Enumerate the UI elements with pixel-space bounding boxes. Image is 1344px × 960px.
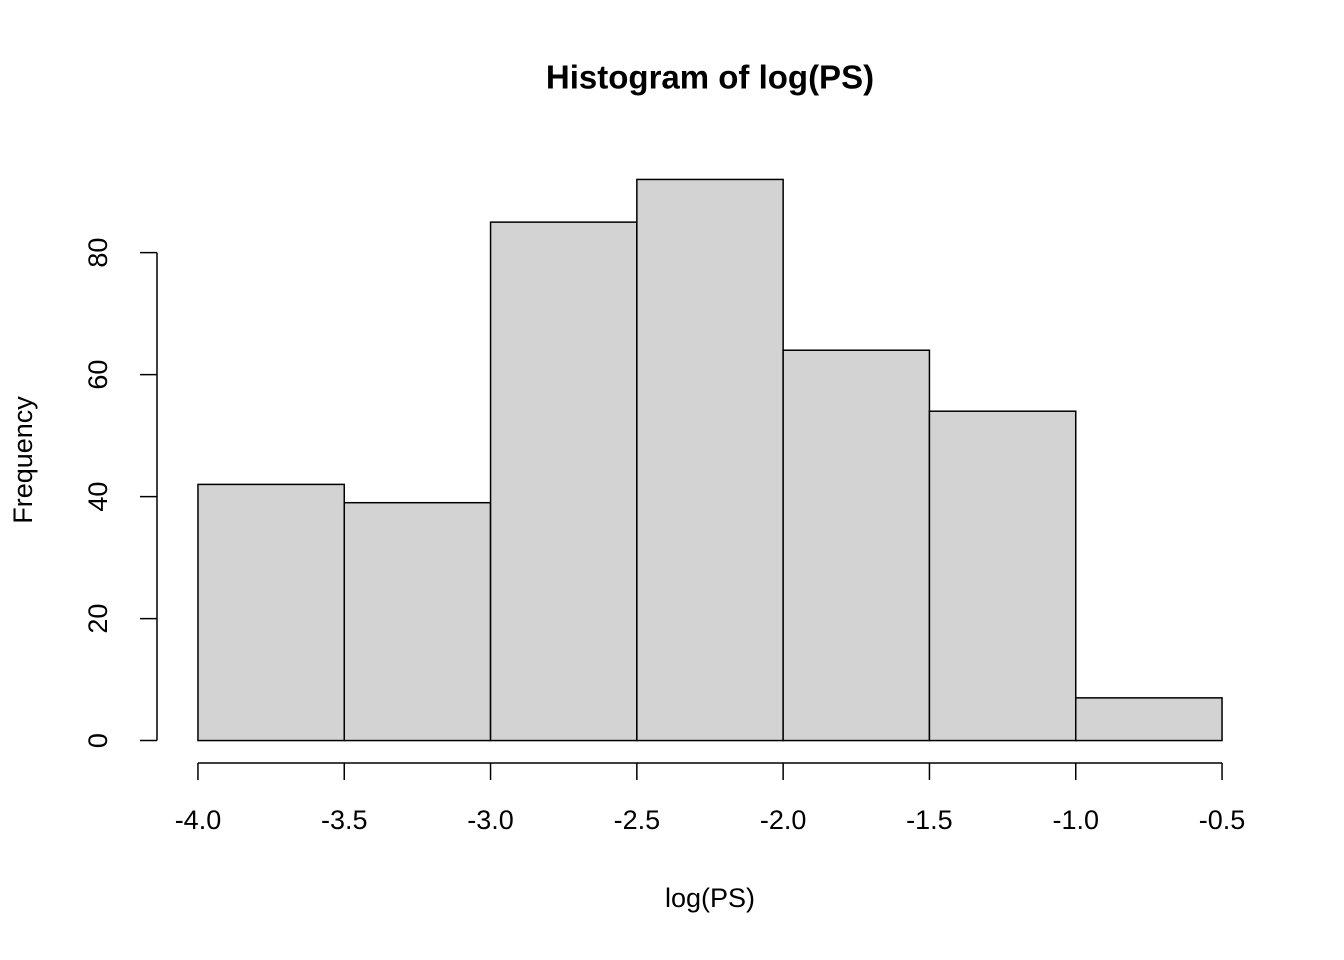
y-tick-label: 0 xyxy=(83,733,113,748)
y-tick-label: 80 xyxy=(83,238,113,268)
bar xyxy=(489,221,638,742)
x-tick-label: -2.5 xyxy=(614,805,661,835)
bar xyxy=(636,178,784,742)
x-axis-title: log(PS) xyxy=(665,883,755,913)
bar xyxy=(928,410,1077,742)
x-tick-label: -4.0 xyxy=(175,805,222,835)
chart-title: Histogram of log(PS) xyxy=(546,59,874,96)
x-tick-label: -1.5 xyxy=(906,805,953,835)
x-tick-label: -3.0 xyxy=(467,805,514,835)
y-tick-label: 60 xyxy=(83,360,113,390)
bar xyxy=(1074,697,1223,742)
x-tick-label: -2.0 xyxy=(760,805,807,835)
bar xyxy=(343,501,492,742)
x-tick-label: -0.5 xyxy=(1199,805,1246,835)
x-tick-label: -3.5 xyxy=(321,805,368,835)
bar xyxy=(197,483,346,742)
y-tick-label: 40 xyxy=(83,482,113,512)
y-axis-title: Frequency xyxy=(8,396,38,524)
bar xyxy=(782,349,931,742)
y-tick-label: 20 xyxy=(83,604,113,634)
x-tick-label: -1.0 xyxy=(1052,805,1099,835)
